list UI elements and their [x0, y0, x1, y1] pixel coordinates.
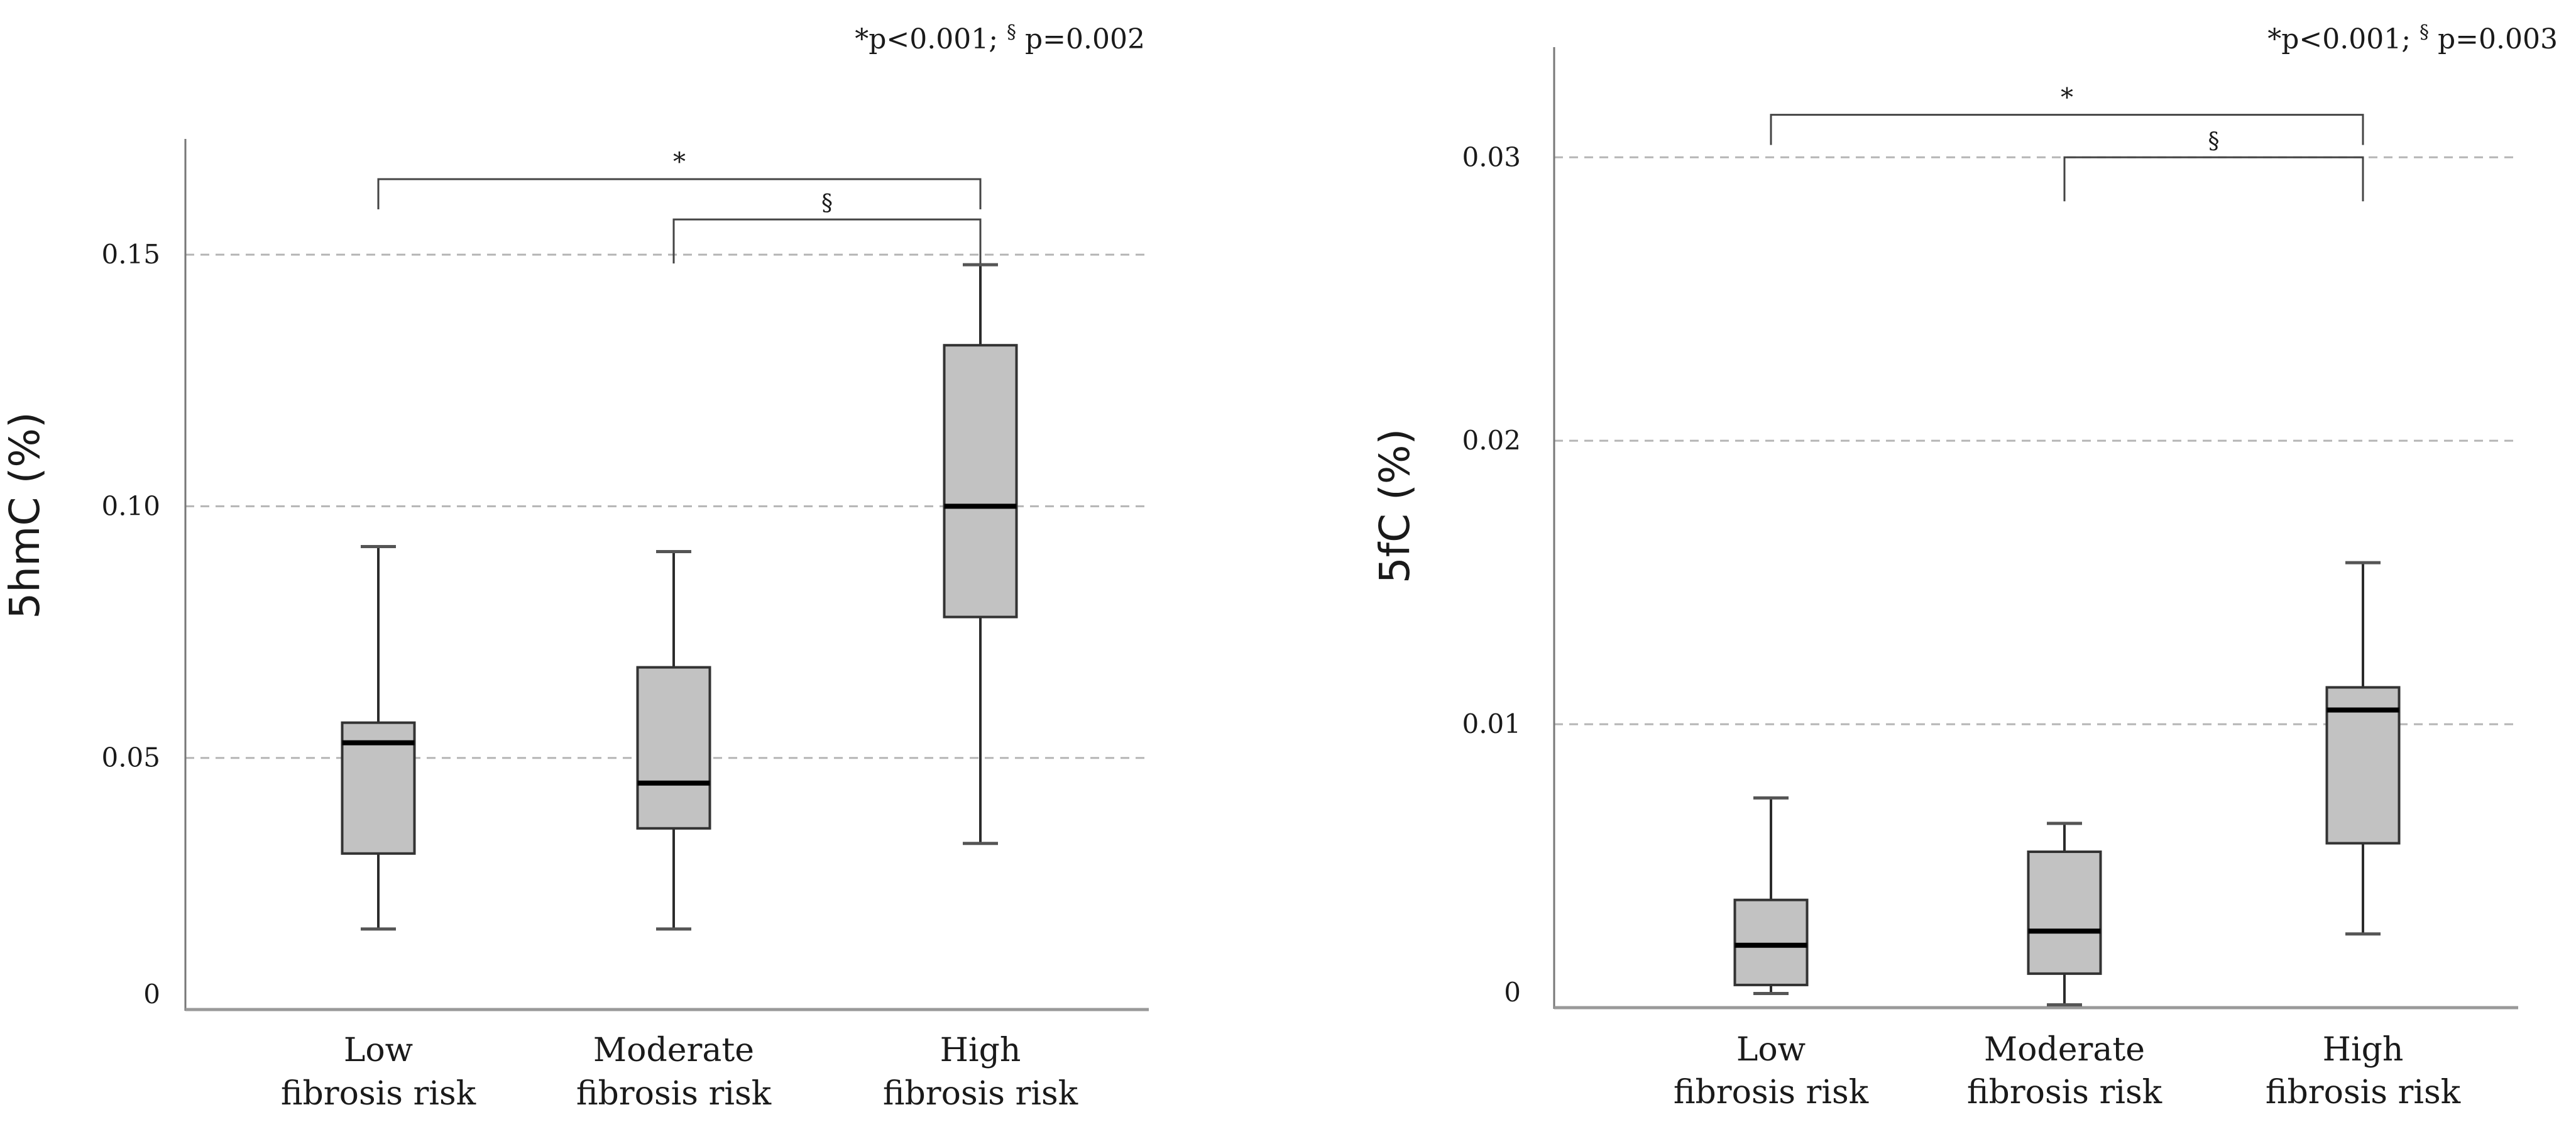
- y-tick-label: 0.05: [101, 742, 160, 773]
- significance-marker: §: [2208, 128, 2220, 154]
- significance-marker: §: [821, 190, 833, 216]
- x-tick-label: High: [940, 1032, 1021, 1069]
- y-axis-label: 5fC (%): [1371, 429, 1419, 584]
- y-tick-label: 0: [1504, 977, 1521, 1008]
- significance-bracket: [377, 178, 982, 210]
- x-tick-label: Low: [344, 1032, 413, 1069]
- pvalue-section-mark: §: [1007, 21, 1016, 43]
- panel-5hmc: 0 0.05 0.10 0.15 5hmC (%) Low fibrosis risk Mod…: [1, 21, 1149, 1113]
- y-tick-label: 0.10: [101, 490, 160, 521]
- pvalue-annotation: *p<0.001; § p=0.003: [2267, 21, 2558, 55]
- box-low: [1733, 796, 1809, 995]
- box-iqr: [943, 344, 1018, 619]
- pvalue-star: *p<0.001;: [2267, 23, 2420, 55]
- x-tick-label: Moderate: [1984, 1031, 2145, 1069]
- box-iqr: [2027, 851, 2102, 975]
- y-tick-label: 0.15: [101, 239, 160, 270]
- box-iqr: [2325, 686, 2401, 845]
- x-tick-label: High: [2323, 1031, 2404, 1069]
- y-tick-label: 0.02: [1462, 425, 1521, 456]
- pvalue-annotation: *p<0.001; § p=0.002: [855, 21, 1145, 55]
- box-high: [943, 263, 1018, 845]
- y-tick-label: 0.03: [1462, 141, 1521, 172]
- significance-bracket: [672, 218, 982, 264]
- x-tick-label: fibrosis risk: [2266, 1074, 2461, 1111]
- pvalue-star: *p<0.001;: [855, 23, 1007, 55]
- x-tick-label: Moderate: [593, 1032, 754, 1069]
- x-tick-label: fibrosis risk: [1967, 1074, 2162, 1111]
- box-moderate: [636, 549, 711, 931]
- pvalue-rest: p=0.002: [1016, 23, 1145, 55]
- panel-5fc: 0 0.01 0.02 0.03 5fC (%) Low fibrosis risk Mode…: [1371, 21, 2558, 1111]
- box-moderate: [2027, 822, 2102, 1006]
- y-tick-label: 0: [143, 979, 160, 1010]
- box-iqr: [1733, 898, 1809, 986]
- box-high: [2325, 561, 2401, 936]
- x-tick-label: fibrosis risk: [883, 1075, 1078, 1113]
- significance-bracket: [1770, 114, 2364, 145]
- box-low: [341, 544, 416, 931]
- significance-marker: *: [673, 148, 686, 177]
- y-tick-label: 0.01: [1462, 708, 1521, 739]
- significance-bracket: [2063, 156, 2364, 202]
- y-axis-label: 5hmC (%): [1, 412, 49, 619]
- pvalue-rest: p=0.003: [2429, 23, 2558, 55]
- pvalue-section-mark: §: [2420, 21, 2429, 43]
- significance-marker: *: [2061, 84, 2073, 113]
- x-tick-label: Low: [1736, 1031, 1806, 1069]
- x-tick-label: fibrosis risk: [576, 1075, 772, 1113]
- box-iqr: [636, 666, 711, 830]
- x-tick-label: fibrosis risk: [281, 1075, 476, 1113]
- x-tick-label: fibrosis risk: [1674, 1074, 1869, 1111]
